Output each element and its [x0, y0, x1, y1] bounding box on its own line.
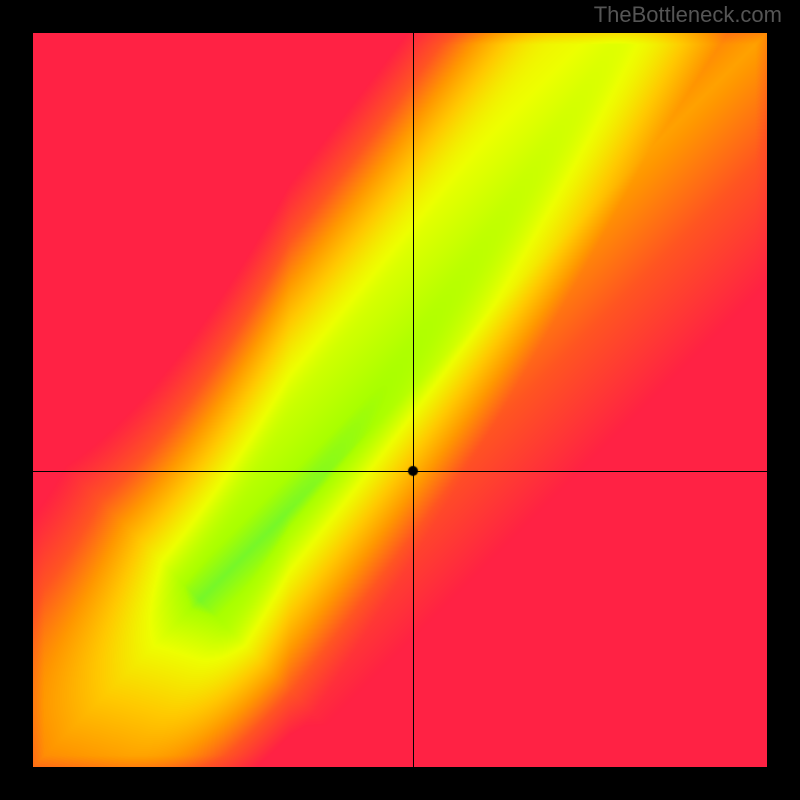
crosshair-horizontal — [33, 471, 767, 472]
crosshair-dot — [407, 465, 419, 477]
chart-frame — [0, 0, 800, 800]
crosshair-vertical — [413, 33, 414, 767]
chart-container: TheBottleneck.com — [0, 0, 800, 800]
watermark-text: TheBottleneck.com — [594, 2, 782, 28]
heatmap-canvas — [33, 33, 767, 767]
